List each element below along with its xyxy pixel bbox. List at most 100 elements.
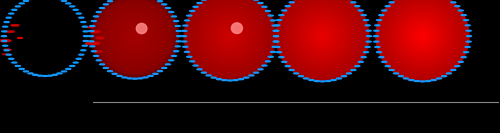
Circle shape — [249, 75, 254, 76]
Ellipse shape — [292, 7, 352, 66]
Circle shape — [389, 2, 394, 3]
Ellipse shape — [289, 3, 356, 69]
Circle shape — [153, 73, 158, 74]
Circle shape — [175, 46, 180, 47]
Circle shape — [366, 41, 371, 42]
Circle shape — [461, 15, 466, 16]
Ellipse shape — [196, 3, 264, 69]
Ellipse shape — [213, 20, 247, 53]
Circle shape — [366, 30, 371, 31]
Circle shape — [73, 62, 78, 63]
Ellipse shape — [232, 23, 242, 34]
Ellipse shape — [229, 35, 231, 37]
Circle shape — [244, 77, 249, 78]
Ellipse shape — [108, 10, 162, 63]
Ellipse shape — [402, 17, 442, 55]
Ellipse shape — [402, 16, 444, 57]
Circle shape — [374, 36, 378, 37]
Ellipse shape — [126, 28, 144, 45]
Ellipse shape — [392, 7, 452, 66]
Ellipse shape — [188, 0, 272, 77]
Circle shape — [6, 54, 11, 55]
Circle shape — [385, 6, 390, 7]
Circle shape — [176, 36, 182, 37]
Circle shape — [89, 31, 94, 32]
Circle shape — [162, 4, 166, 5]
Ellipse shape — [316, 31, 328, 42]
Ellipse shape — [384, 0, 461, 74]
Circle shape — [461, 57, 466, 58]
Ellipse shape — [416, 29, 430, 43]
Circle shape — [81, 50, 86, 51]
Ellipse shape — [106, 7, 164, 65]
Circle shape — [216, 79, 222, 80]
Circle shape — [28, 73, 33, 74]
Ellipse shape — [308, 22, 338, 51]
Circle shape — [19, 68, 24, 69]
Circle shape — [122, 77, 127, 78]
Ellipse shape — [103, 5, 167, 67]
Ellipse shape — [308, 23, 336, 50]
Ellipse shape — [206, 13, 254, 59]
Ellipse shape — [406, 20, 439, 52]
Circle shape — [455, 66, 460, 67]
Circle shape — [238, 79, 244, 80]
Ellipse shape — [96, 0, 174, 74]
Ellipse shape — [192, 0, 268, 73]
Circle shape — [176, 31, 181, 32]
Circle shape — [2, 36, 6, 37]
Ellipse shape — [108, 11, 162, 62]
Circle shape — [24, 71, 28, 72]
Circle shape — [326, 81, 330, 82]
Ellipse shape — [216, 23, 244, 49]
Circle shape — [268, 15, 273, 16]
Circle shape — [355, 66, 360, 67]
Circle shape — [355, 6, 360, 7]
Circle shape — [374, 30, 379, 31]
Circle shape — [404, 78, 408, 79]
Ellipse shape — [284, 0, 361, 74]
Circle shape — [6, 31, 15, 32]
Ellipse shape — [296, 10, 349, 62]
Circle shape — [274, 36, 278, 37]
Circle shape — [279, 57, 284, 58]
Ellipse shape — [214, 21, 246, 52]
Circle shape — [336, 78, 342, 79]
Circle shape — [274, 30, 279, 31]
Circle shape — [66, 68, 71, 69]
Ellipse shape — [208, 15, 252, 57]
Circle shape — [364, 20, 368, 21]
Circle shape — [79, 17, 84, 18]
Circle shape — [309, 80, 314, 81]
Circle shape — [4, 50, 9, 51]
Ellipse shape — [300, 15, 344, 58]
Ellipse shape — [400, 15, 444, 58]
Ellipse shape — [191, 0, 269, 74]
Ellipse shape — [110, 12, 160, 61]
Ellipse shape — [116, 18, 154, 54]
Ellipse shape — [380, 0, 464, 77]
Circle shape — [206, 75, 211, 76]
Circle shape — [89, 41, 94, 42]
Circle shape — [108, 71, 112, 72]
Circle shape — [176, 41, 181, 42]
Circle shape — [187, 56, 192, 57]
Circle shape — [96, 60, 102, 61]
Ellipse shape — [286, 0, 360, 72]
Ellipse shape — [224, 31, 236, 42]
Ellipse shape — [280, 0, 366, 78]
Circle shape — [76, 13, 81, 14]
Ellipse shape — [318, 32, 327, 41]
Circle shape — [379, 57, 384, 58]
Circle shape — [262, 6, 267, 7]
Ellipse shape — [218, 24, 242, 48]
Ellipse shape — [204, 11, 256, 62]
Ellipse shape — [389, 3, 456, 69]
Ellipse shape — [122, 23, 148, 49]
Ellipse shape — [282, 0, 363, 76]
Ellipse shape — [199, 6, 261, 66]
Circle shape — [2, 45, 7, 46]
Ellipse shape — [123, 24, 147, 48]
Ellipse shape — [310, 24, 336, 49]
Circle shape — [96, 37, 104, 39]
